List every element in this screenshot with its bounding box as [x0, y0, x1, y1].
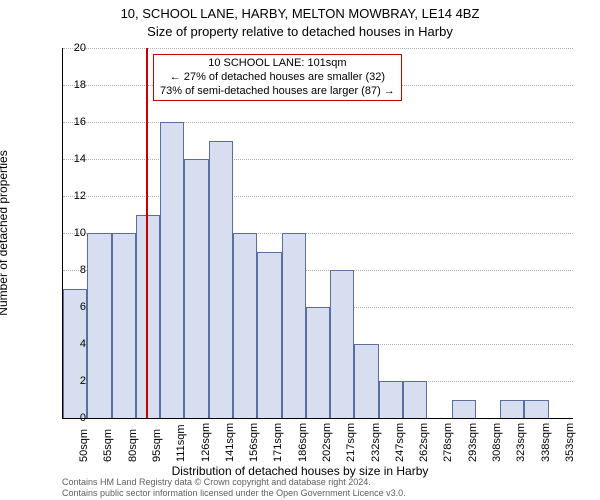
histogram-bar [452, 400, 476, 419]
histogram-plot: 10 SCHOOL LANE: 101sqm← 27% of detached … [62, 48, 573, 419]
x-tick-label: 338sqm [540, 423, 552, 462]
x-tick-label: 217sqm [345, 423, 357, 462]
histogram-bar [282, 233, 306, 418]
histogram-bar [257, 252, 281, 419]
x-tick-label: 278sqm [442, 423, 454, 462]
x-tick-label: 156sqm [248, 423, 260, 462]
x-tick-label: 111sqm [175, 424, 187, 462]
x-tick-label: 186sqm [297, 423, 309, 462]
x-tick-label: 65sqm [102, 429, 114, 462]
y-tick-label: 0 [46, 412, 86, 424]
y-tick-label: 16 [46, 116, 86, 128]
histogram-bar [160, 122, 184, 418]
x-tick-label: 80sqm [127, 429, 139, 462]
footer-attribution: Contains HM Land Registry data © Crown c… [62, 477, 406, 498]
histogram-bar [112, 233, 136, 418]
page-title-line1: 10, SCHOOL LANE, HARBY, MELTON MOWBRAY, … [0, 6, 600, 21]
y-tick-label: 6 [46, 301, 86, 313]
y-tick-label: 14 [46, 153, 86, 165]
gridline [63, 122, 573, 123]
histogram-bar [209, 141, 233, 419]
y-tick-label: 18 [46, 79, 86, 91]
x-tick-label: 95sqm [151, 429, 163, 462]
y-tick-label: 12 [46, 190, 86, 202]
histogram-bar [500, 400, 524, 419]
y-tick-label: 4 [46, 338, 86, 350]
gridline [63, 159, 573, 160]
histogram-bar [136, 215, 160, 419]
chart-page: 10, SCHOOL LANE, HARBY, MELTON MOWBRAY, … [0, 0, 600, 500]
x-tick-label: 141sqm [224, 423, 236, 462]
annotation-box: 10 SCHOOL LANE: 101sqm← 27% of detached … [153, 54, 402, 101]
annotation-line: 73% of semi-detached houses are larger (… [160, 85, 395, 99]
page-title-line2: Size of property relative to detached ho… [0, 24, 600, 39]
histogram-bar [403, 381, 427, 418]
histogram-bar [233, 233, 257, 418]
x-tick-label: 247sqm [394, 423, 406, 462]
footer-line: Contains public sector information licen… [62, 488, 406, 498]
x-tick-label: 293sqm [467, 423, 479, 462]
histogram-bar [354, 344, 378, 418]
histogram-bar [184, 159, 208, 418]
x-tick-label: 262sqm [418, 423, 430, 462]
y-tick-label: 10 [46, 227, 86, 239]
x-tick-label: 126sqm [200, 423, 212, 462]
y-tick-label: 8 [46, 264, 86, 276]
x-axis-label: Distribution of detached houses by size … [0, 464, 600, 478]
histogram-bar [306, 307, 330, 418]
histogram-bar [524, 400, 548, 419]
gridline [63, 48, 573, 49]
y-tick-label: 20 [46, 42, 86, 54]
y-tick-label: 2 [46, 375, 86, 387]
x-tick-label: 323sqm [515, 423, 527, 462]
x-tick-label: 232sqm [370, 423, 382, 462]
annotation-line: 10 SCHOOL LANE: 101sqm [160, 57, 395, 71]
marker-line [146, 48, 148, 418]
histogram-bar [87, 233, 111, 418]
histogram-bar [330, 270, 354, 418]
annotation-line: ← 27% of detached houses are smaller (32… [160, 71, 395, 85]
y-axis-label: Number of detached properties [0, 150, 10, 315]
gridline [63, 196, 573, 197]
x-tick-label: 308sqm [491, 423, 503, 462]
x-tick-label: 202sqm [321, 423, 333, 462]
x-tick-label: 171sqm [272, 423, 284, 462]
footer-line: Contains HM Land Registry data © Crown c… [62, 477, 406, 487]
histogram-bar [379, 381, 403, 418]
x-tick-label: 353sqm [564, 423, 576, 462]
x-tick-label: 50sqm [78, 429, 90, 462]
